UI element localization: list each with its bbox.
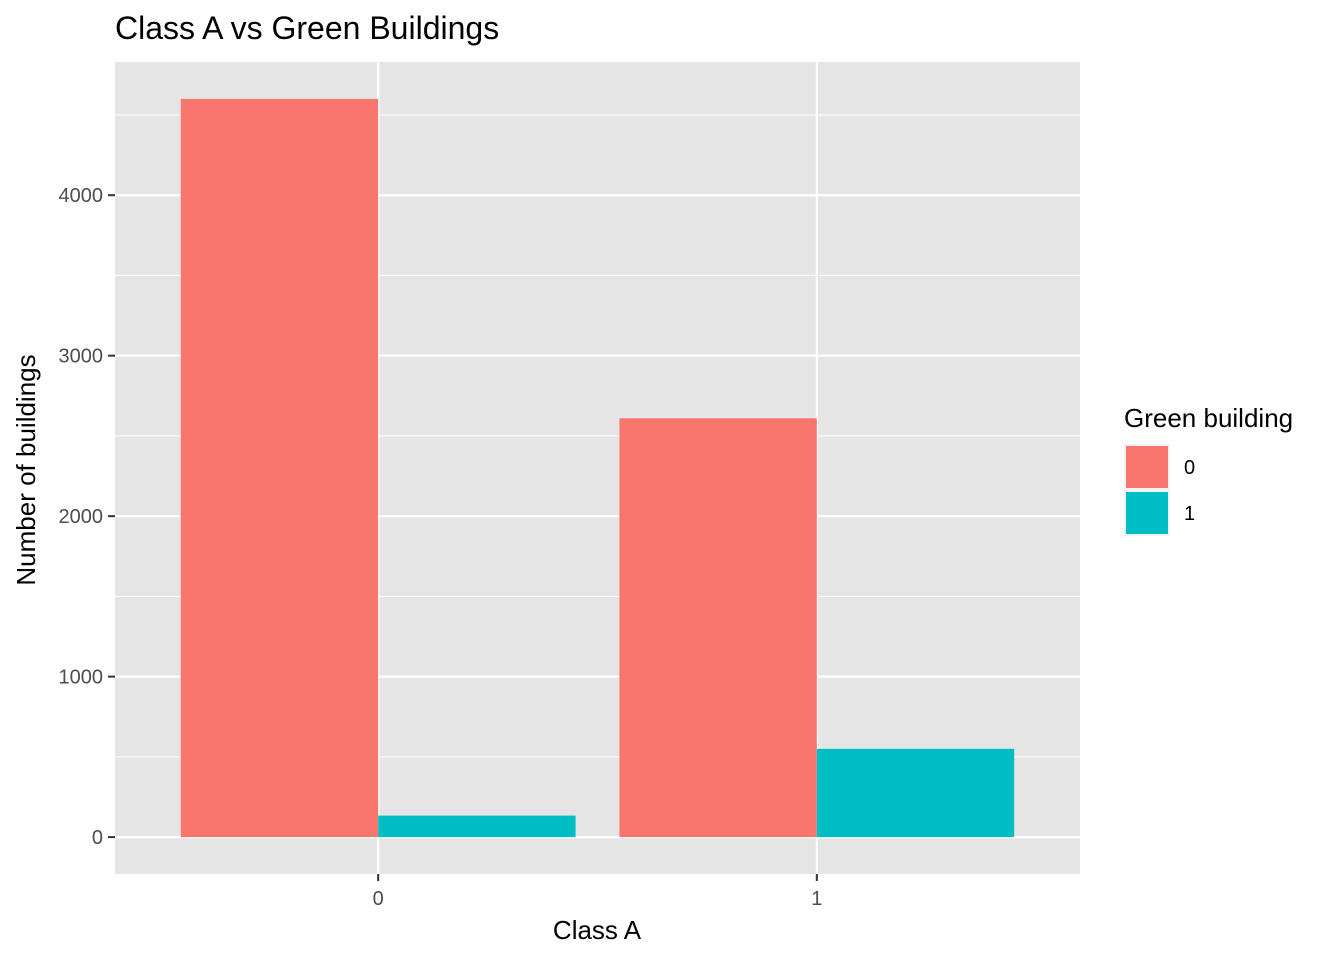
y-tick-label: 4000 bbox=[59, 185, 104, 207]
legend-title: Green building bbox=[1124, 403, 1293, 433]
chart-title: Class A vs Green Buildings bbox=[115, 10, 499, 46]
y-axis-title: Number of buildings bbox=[11, 354, 41, 585]
bar-class-0-green-1 bbox=[378, 815, 576, 838]
x-tick-label: 0 bbox=[373, 888, 384, 910]
x-axis-title: Class A bbox=[553, 915, 642, 945]
y-tick-label: 2000 bbox=[59, 506, 104, 528]
legend: Green building 01 bbox=[1124, 403, 1293, 536]
legend-swatch-0 bbox=[1126, 446, 1168, 488]
legend-swatch-1 bbox=[1126, 492, 1168, 534]
y-axis-ticks: 0 1000 2000 3000 4000 bbox=[59, 185, 115, 849]
legend-label-1: 1 bbox=[1184, 503, 1195, 525]
bars bbox=[180, 98, 1015, 838]
y-tick-label: 3000 bbox=[59, 346, 104, 368]
y-tick-label: 1000 bbox=[59, 667, 104, 689]
legend-label-0: 0 bbox=[1184, 457, 1195, 479]
bar-class-1-green-0 bbox=[619, 418, 817, 838]
x-tick-label: 1 bbox=[811, 888, 822, 910]
y-tick-label: 0 bbox=[92, 827, 103, 849]
bar-class-0-green-0 bbox=[180, 98, 379, 838]
legend-items: 01 bbox=[1124, 444, 1195, 536]
bar-class-1-green-1 bbox=[816, 748, 1015, 838]
